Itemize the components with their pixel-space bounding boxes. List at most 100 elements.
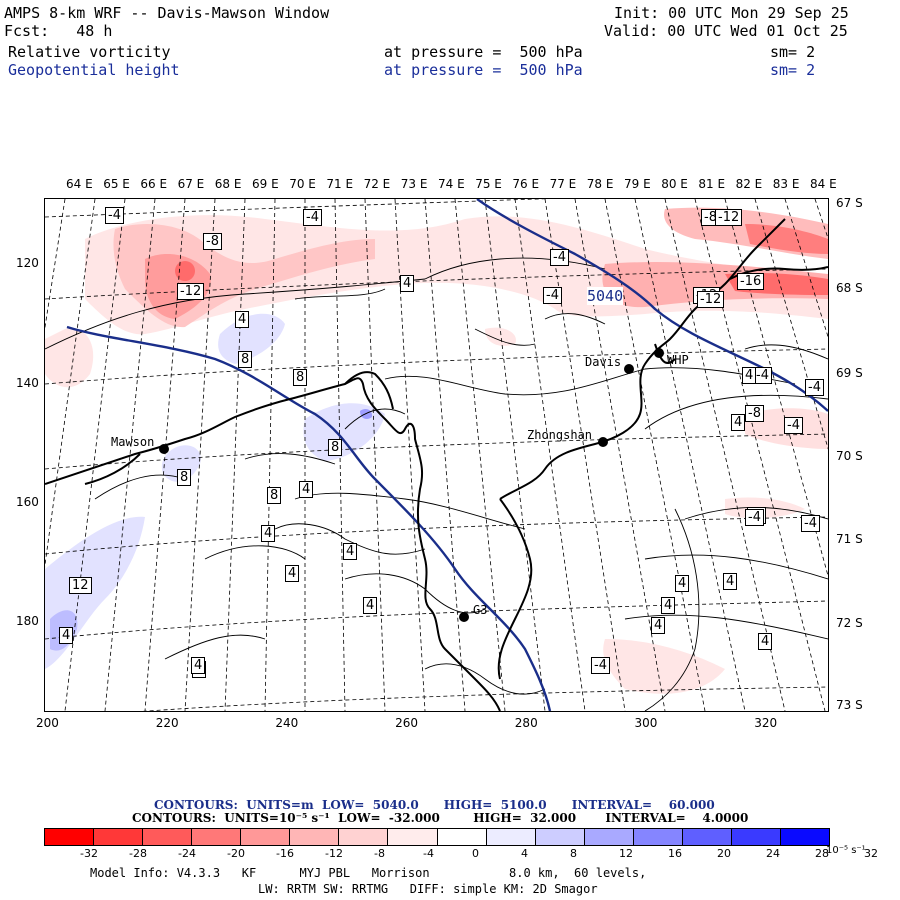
colorbar-label: -24 [178, 847, 196, 860]
lon-tick: 78 E [586, 177, 614, 191]
station-label-g3: G3 [473, 603, 488, 617]
colorbar-swatch [485, 829, 535, 845]
g3-marker [459, 612, 469, 622]
lon-tick: 84 E [810, 177, 837, 191]
stations [159, 348, 664, 622]
x-tick: 200 [36, 716, 59, 730]
contour-value-label: 4 [235, 311, 250, 328]
colorbar-label: 4 [521, 847, 528, 860]
contour-value-label: -8 [203, 233, 222, 250]
colorbar-label: 12 [619, 847, 633, 860]
mawson-marker [159, 444, 169, 454]
lon-tick: 75 E [475, 177, 502, 191]
contour-value-label: 4 [363, 597, 378, 614]
colorbar-label: -4 [423, 847, 434, 860]
geopotential-contours [66, 199, 828, 711]
field1-smoothing: sm= 2 [770, 43, 816, 61]
colorbar-swatch [191, 829, 241, 845]
contour-value-label: -4 [805, 379, 824, 396]
physics-info: LW: RRTM SW: RRTMG DIFF: simple KM: 2D S… [258, 882, 598, 896]
colorbar-label: -28 [129, 847, 147, 860]
colorbar-label: -20 [227, 847, 245, 860]
height-contour-info: CONTOURS: UNITS=m LOW= 5040.0 HIGH= 5100… [154, 798, 715, 812]
x-tick: 300 [634, 716, 658, 730]
y-tick: 160 [16, 495, 39, 509]
map-canvas [45, 199, 828, 711]
lon-tick: 71 E [326, 177, 354, 191]
lon-tick: 68 E [214, 177, 242, 191]
init-time: Init: 00 UTC Mon 29 Sep 25 [614, 4, 849, 22]
negative-vorticity-shading [45, 313, 385, 669]
x-tick: 320 [754, 716, 778, 730]
field1-name: Relative vorticity [8, 43, 171, 61]
contour-value-label: 4 [299, 481, 314, 498]
coastline [45, 218, 828, 711]
field2-name: Geopotential height [8, 61, 180, 79]
lat-tick: 72 S [836, 616, 863, 630]
lon-tick: 73 E [400, 177, 428, 191]
contour-value-label: -12 [177, 283, 205, 300]
colorbar-swatch [681, 829, 731, 845]
station-label-whp: WHP [667, 353, 689, 367]
colorbar-swatch [632, 829, 682, 845]
lon-tick: 81 E [698, 177, 726, 191]
colorbar-swatch [93, 829, 143, 845]
y-tick: 140 [16, 376, 39, 390]
colorbar-swatch [779, 829, 829, 845]
y-tick: 180 [16, 614, 39, 628]
lon-tick: 65 E [103, 177, 130, 191]
colorbar-swatch [338, 829, 388, 845]
map-panel[interactable]: Mawson Davis WHP Zhongshan G3 5040 -4 -4 -… [44, 198, 829, 712]
lat-tick: 67 S [836, 196, 863, 210]
whp-marker [654, 348, 664, 358]
contour-value-label: 8 [293, 369, 308, 386]
contour-value-label: 4 [191, 657, 206, 674]
contour-value-label: -12 [697, 291, 725, 308]
colorbar-swatch [730, 829, 780, 845]
vorticity-contour-info: CONTOURS: UNITS=10⁻⁵ s⁻¹ LOW= -32.000 HI… [132, 811, 749, 825]
lon-tick: 72 E [363, 177, 391, 191]
field1-level: at pressure = 500 hPa [384, 43, 583, 61]
lon-tick: 76 E [512, 177, 540, 191]
contour-value-label: 8 [238, 351, 253, 368]
station-label-zhongshan: Zhongshan [527, 428, 593, 442]
contour-value-label: 8 [328, 439, 343, 456]
contour-value-label: 4 [661, 597, 676, 614]
lon-tick: 77 E [549, 177, 577, 191]
contour-value-label: 4 [285, 565, 300, 582]
colorbar-label: -12 [325, 847, 343, 860]
colorbar-label: 8 [570, 847, 577, 860]
contour-value-label: 4 [731, 414, 746, 431]
colorbar-swatch [583, 829, 633, 845]
contour-value-label: 12 [69, 577, 92, 594]
x-tick: 260 [395, 716, 418, 730]
contour-value-label: -4 [543, 287, 562, 304]
x-tick: 280 [514, 716, 538, 730]
contour-value-label: -4 [591, 657, 610, 674]
colorbar-label: -8 [374, 847, 385, 860]
lon-tick: 70 E [289, 177, 316, 191]
contour-value-label: 4 [723, 573, 738, 590]
field2-smoothing: sm= 2 [770, 61, 816, 79]
contour-value-label: 4 [343, 543, 358, 560]
lon-tick: 67 E [177, 177, 205, 191]
model-info: Model Info: V4.3.3 KF MYJ PBL Morrison 8… [90, 866, 647, 880]
map-title: AMPS 8-km WRF -- Davis-Mawson Window [4, 4, 330, 22]
colorbar-swatch [289, 829, 339, 845]
colorbar-label: 28 [815, 847, 829, 860]
valid-time: Valid: 00 UTC Wed 01 Oct 25 [604, 22, 848, 40]
contour-value-label: -4 [801, 515, 820, 532]
colorbar-swatch [45, 829, 94, 845]
forecast-hour: Fcst: 48 h [4, 22, 113, 40]
x-tick: 220 [155, 716, 179, 730]
contour-value-label: 4 [758, 633, 773, 650]
contour-value-label: 4 [651, 617, 666, 634]
colorbar-label: -16 [276, 847, 294, 860]
contour-value-label: 4 [400, 275, 415, 292]
lat-tick: 68 S [836, 281, 863, 295]
lat-tick: 73 S [836, 698, 863, 712]
lon-tick: 64 E [66, 177, 93, 191]
lat-tick: 71 S [836, 532, 863, 546]
contour-value-label: -4 [784, 417, 803, 434]
lon-tick: 82 E [735, 177, 763, 191]
